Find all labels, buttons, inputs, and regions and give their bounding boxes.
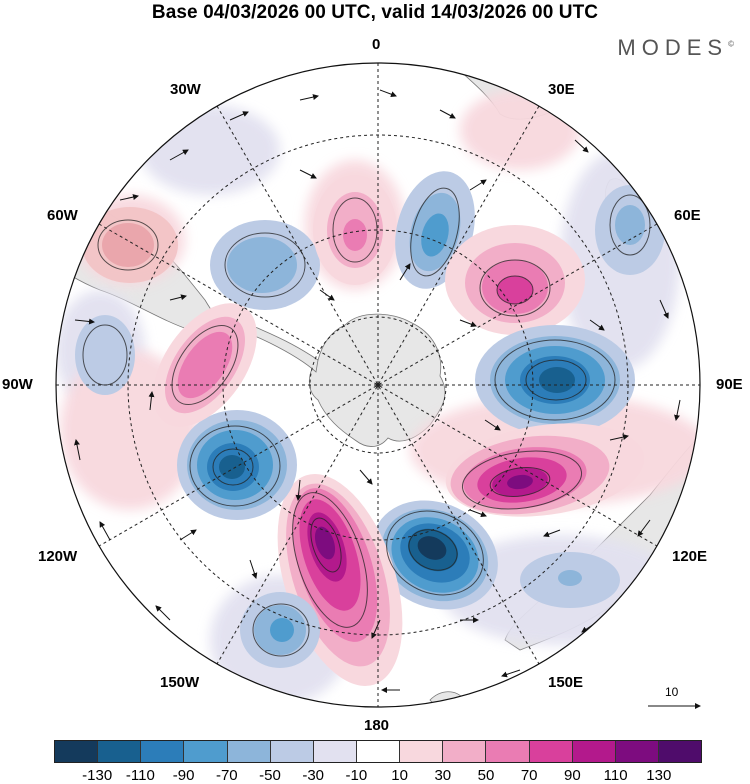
anomaly-0-positive [313,175,397,285]
colorbar-swatch [615,741,659,762]
colorbar-swatch [443,741,487,762]
lon-label-120e: 120E [672,548,708,565]
anomaly-60w-positive [82,207,178,283]
colorbar-tick-label: 10 [391,767,408,784]
colorbar-tick-label: -90 [172,767,195,784]
colorbar-swatch [227,741,271,762]
colorbar-swatch [400,741,444,762]
lon-label-120w: 120W [38,548,78,565]
colorbar-swatch [270,741,314,762]
anomaly-100w-negative [75,315,135,395]
lon-label-0: 0 [372,36,381,53]
antarctica [308,313,446,447]
colorbar-tick-label: 30 [434,767,452,784]
colorbar-tick-label: 130 [646,767,672,784]
colorbar-tick-label: -70 [215,767,238,784]
anomaly-120e-negative [520,552,620,608]
anomaly-100e-positive [445,423,645,517]
colorbar-tick-label: -50 [259,767,281,784]
brand-name: MODES [617,35,729,60]
colorbar-tick-label: -30 [302,767,325,784]
colorbar-swatch [55,741,99,762]
anomaly-field [56,90,700,705]
lon-label-60w: 60W [47,207,78,224]
anomaly-40e-positive [445,225,585,335]
graticule [56,63,700,707]
lon-label-60e: 60E [674,207,701,224]
colorbar-swatch [529,741,573,762]
colorbar-tick-label: 70 [520,767,538,784]
colorbar-swatch [486,741,530,762]
lon-label-30w: 30W [170,81,201,98]
colorbar-tick-label: 90 [564,767,581,784]
map-border [55,62,701,708]
anomaly-90e-negative [475,325,635,435]
colorbar-tick-label: -110 [125,767,155,784]
anomaly-150w-negative [240,592,320,668]
colorbar-tick-label: -10 [345,767,368,784]
colorbar-tick-label: 110 [603,767,628,784]
colorbar-swatch [313,741,357,762]
colorbar-swatch [98,741,142,762]
lon-label-90e: 90E [716,376,743,393]
colorbar-swatch [141,741,185,762]
lon-label-90w: 90W [2,376,33,393]
streamlines [82,187,651,657]
lon-label-150w: 150W [160,674,200,691]
anomaly-90w-positive [153,303,257,427]
anomaly-30w-negative [210,220,320,310]
vector-scale-label: 10 [665,685,679,699]
brand-mark: © [728,39,734,49]
lon-label-180: 180 [364,717,390,734]
colorbar-tick-label: 50 [477,767,495,784]
anomaly-60e-negative [595,185,665,275]
colorbar-swatch [572,741,616,762]
colorbar-swatch [658,741,702,762]
colorbar-ticks: -130 -110 -90 -70 -50 -30 -10 10 30 50 70 90 110 130 [0,767,750,784]
colorbar-swatch [356,741,401,762]
colorbar-swatch [184,741,228,762]
anomaly-140e-negative [372,500,498,610]
colorbar [54,740,702,763]
map-title: Base 04/03/2026 00 UTC, valid 14/03/2026… [151,2,599,23]
colorbar-tick-label: -130 [82,767,113,784]
polar-map [55,62,701,709]
brand-logo: MODES© [617,35,734,61]
lon-label-30e: 30E [548,81,575,98]
lon-label-150e: 150E [548,674,584,691]
